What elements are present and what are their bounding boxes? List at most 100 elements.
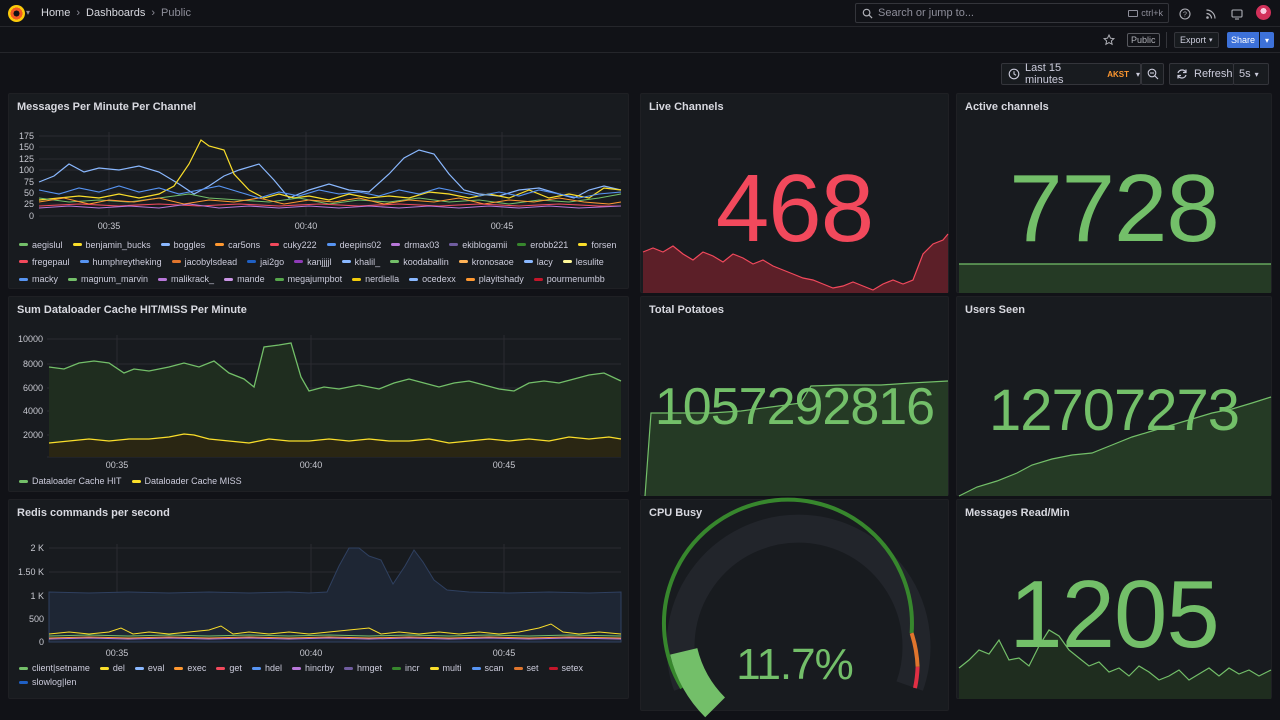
legend-item[interactable]: multi	[429, 663, 462, 673]
zoom-out-button[interactable]	[1141, 63, 1164, 85]
legend-item[interactable]: macky	[19, 273, 58, 286]
legend-item[interactable]: cuky222	[270, 238, 317, 251]
legend-label: Dataloader Cache HIT	[32, 476, 122, 486]
search-icon	[862, 8, 873, 19]
share-button[interactable]: Share	[1227, 32, 1259, 48]
star-icon[interactable]	[1102, 33, 1116, 46]
chevron-down-icon: ▾	[1209, 37, 1213, 44]
legend-item[interactable]: scan	[471, 663, 504, 673]
legend-item[interactable]: ekiblogamii	[449, 238, 507, 251]
legend-item[interactable]: jai2go	[247, 255, 284, 268]
panel-title: Active channels	[965, 101, 1049, 113]
legend-label: magnum_marvin	[81, 274, 149, 285]
legend-swatch	[251, 666, 261, 670]
legend-item[interactable]: humphreytheking	[79, 255, 162, 268]
legend-item[interactable]: nerdiella	[352, 273, 399, 286]
legend-item[interactable]: kronosaoe	[458, 255, 514, 268]
panel-messages-per-minute: Messages Per Minute Per Channel 175 150 …	[8, 93, 629, 289]
legend-item[interactable]: jacobylsdead	[171, 255, 237, 268]
stat-value: 7728	[1009, 155, 1220, 262]
legend-item[interactable]: hincrby	[291, 663, 334, 673]
refresh-button[interactable]: Refresh	[1169, 63, 1234, 85]
legend-label: lacy	[536, 256, 553, 267]
legend-item[interactable]: forsen	[578, 238, 616, 251]
legend-item[interactable]: client|setname	[19, 663, 90, 673]
help-icon[interactable]: ?	[1178, 7, 1191, 20]
legend-item[interactable]: Dataloader Cache HIT	[19, 476, 122, 486]
legend-item[interactable]: mande	[224, 273, 265, 286]
legend-swatch	[409, 277, 419, 281]
chevron-down-icon: ▾	[1254, 69, 1259, 79]
x-tick: 00:40	[300, 460, 323, 470]
chevron-down-icon[interactable]: ▾	[26, 8, 31, 17]
legend-item[interactable]: get	[216, 663, 242, 673]
search-input[interactable]	[878, 7, 1129, 19]
y-tick: 1 K	[30, 591, 44, 601]
legend-item[interactable]: hmget	[343, 663, 382, 673]
refresh-interval-picker[interactable]: 5s ▾	[1233, 63, 1269, 85]
time-range-picker[interactable]: Last 15 minutes AKST ▾	[1001, 62, 1141, 86]
export-button[interactable]: Export ▾	[1174, 32, 1219, 48]
legend-item[interactable]: kanjjjjl	[294, 255, 332, 268]
legend-item[interactable]: incr	[391, 663, 420, 673]
grafana-logo-icon[interactable]	[8, 5, 25, 22]
legend-label: mande	[237, 274, 265, 285]
legend-swatch	[458, 260, 468, 264]
legend-item[interactable]: erobb221	[517, 238, 568, 251]
legend-label: ekiblogamii	[462, 239, 508, 250]
legend-item[interactable]: ocedexx	[409, 273, 456, 286]
breadcrumb-dashboards[interactable]: Dashboards	[86, 7, 146, 19]
share-dropdown-button[interactable]: ▾	[1260, 32, 1274, 48]
clock-icon	[1008, 68, 1020, 80]
legend-item[interactable]: eval	[134, 663, 164, 673]
timezone-label: AKST	[1107, 69, 1129, 79]
monitor-icon[interactable]	[1230, 7, 1243, 20]
legend-label: slowlog|len	[32, 677, 77, 687]
legend-item[interactable]: drmax03	[391, 238, 439, 251]
news-rss-icon[interactable]	[1204, 7, 1217, 20]
legend-label: fregepaul	[32, 256, 70, 267]
active-channels-sparkline	[959, 263, 1271, 293]
panel-active-channels: Active channels 7728	[956, 93, 1272, 293]
legend-item[interactable]: koodaballin	[390, 255, 449, 268]
legend-swatch	[247, 260, 257, 264]
legend-label: del	[112, 663, 125, 673]
panel-title: Live Channels	[649, 101, 724, 113]
legend-label: forsen	[591, 239, 617, 250]
legend-item[interactable]: exec	[174, 663, 206, 673]
legend-item[interactable]: benjamin_bucks	[72, 238, 151, 251]
y-tick: 125	[19, 154, 34, 164]
y-tick: 175	[19, 131, 34, 141]
legend-item[interactable]: malikrack_	[158, 273, 214, 286]
y-tick: 8000	[23, 359, 43, 369]
legend-item[interactable]: slowlog|len	[19, 677, 76, 687]
legend-item[interactable]: khalil_	[341, 255, 380, 268]
legend-label: jai2go	[260, 256, 285, 267]
legend-item[interactable]: car5ons	[215, 238, 260, 251]
legend-item[interactable]: lesulite	[562, 255, 604, 268]
legend-label: multi	[442, 663, 462, 673]
toolbar-divider	[1166, 32, 1167, 48]
legend-item[interactable]: deepins02	[326, 238, 381, 251]
legend-item[interactable]: playitshady	[465, 273, 524, 286]
legend-item[interactable]: pourmenumbb	[533, 273, 605, 286]
series-line-hincrby	[48, 637, 622, 640]
users-seen-sparkline	[958, 396, 1272, 497]
legend-item[interactable]: magnum_marvin	[68, 273, 148, 286]
search-bar[interactable]: ctrl+k	[855, 3, 1169, 23]
legend-item[interactable]: lacy	[523, 255, 553, 268]
legend-item[interactable]: fregepaul	[19, 255, 70, 268]
legend-item[interactable]: del	[99, 663, 125, 673]
legend-item[interactable]: aegislul	[19, 238, 63, 251]
legend-item[interactable]: boggles	[160, 238, 205, 251]
breadcrumb-home[interactable]: Home	[41, 7, 71, 19]
y-tick: 10000	[18, 334, 43, 344]
legend-item[interactable]: megajumpbot	[274, 273, 342, 286]
legend-item[interactable]: setex	[548, 663, 583, 673]
legend-swatch	[341, 260, 351, 264]
user-avatar[interactable]	[1256, 5, 1271, 20]
legend-item[interactable]: hdel	[251, 663, 282, 673]
keyboard-icon	[1128, 9, 1139, 17]
legend-item[interactable]: set	[513, 663, 539, 673]
legend-item[interactable]: Dataloader Cache MISS	[131, 476, 242, 486]
